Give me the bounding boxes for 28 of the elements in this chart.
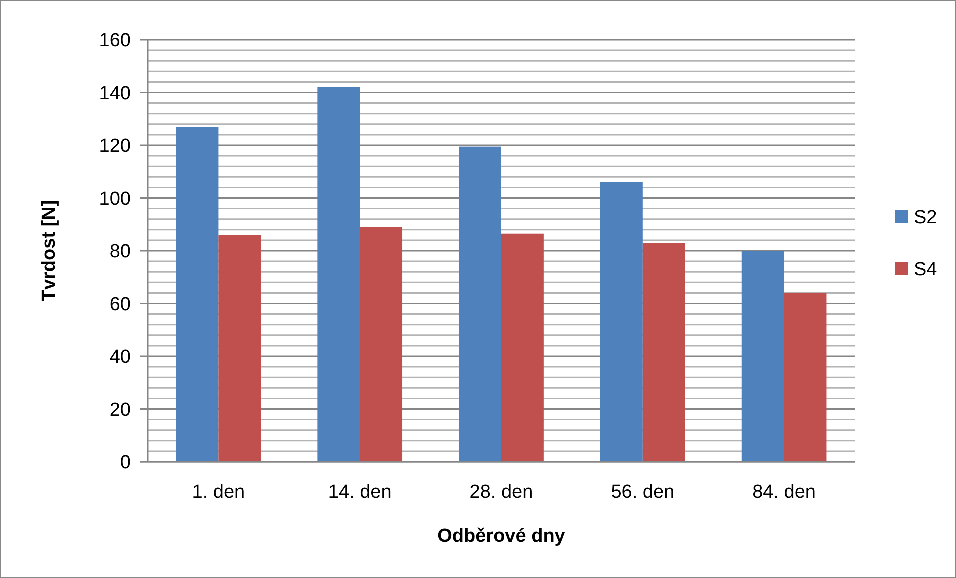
y-axis-title: Tvrdost [N]	[39, 200, 60, 302]
bar	[218, 235, 262, 462]
bar	[459, 146, 502, 462]
x-axis-title: Odběrové dny	[438, 526, 566, 547]
y-tick-label: 140	[99, 83, 131, 104]
x-tick-label: 1. den	[192, 482, 246, 503]
y-tick-label: 100	[99, 188, 131, 210]
bar	[600, 182, 643, 462]
y-tick-label: 40	[110, 347, 131, 368]
x-tick-label: 56. den	[611, 482, 675, 503]
y-tick-label: 60	[110, 294, 131, 316]
bar	[642, 243, 686, 462]
y-tick-label: 120	[99, 136, 131, 158]
legend-label: S4	[914, 260, 938, 281]
bar	[784, 293, 827, 462]
x-tick-label: 84. den	[752, 482, 816, 503]
bar	[742, 251, 784, 462]
y-tick-label: 0	[120, 452, 131, 474]
x-tick-label: 14. den	[328, 482, 392, 503]
y-tick-label: 80	[110, 242, 131, 263]
x-tick-label: 28. den	[470, 482, 534, 503]
y-tick-label: 20	[110, 400, 131, 421]
bar	[502, 234, 544, 462]
bar	[360, 227, 403, 462]
y-tick-label: 160	[99, 30, 131, 52]
legend-label: S2	[914, 208, 938, 229]
bar	[176, 127, 219, 462]
bar	[318, 87, 360, 462]
